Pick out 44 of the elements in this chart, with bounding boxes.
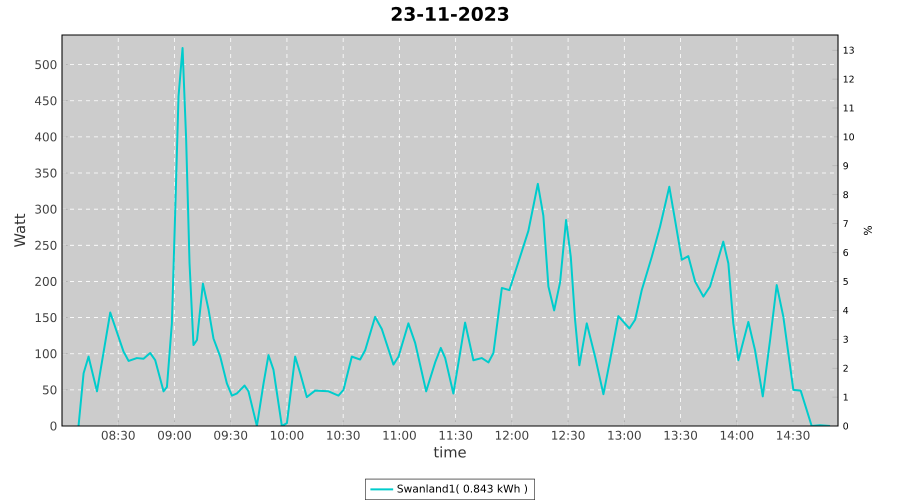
y2-tick-label: 3 — [843, 336, 848, 343]
y2-tick-label: 8 — [843, 191, 848, 198]
y2-tick-label: 7 — [844, 220, 848, 228]
legend-label: Swanland1( 0.843 kWh ) — [398, 484, 528, 494]
y2-tick-label: 10 — [844, 133, 854, 140]
y2-axis-title: % — [864, 226, 872, 235]
y2-tick-label: 5 — [843, 278, 848, 285]
y2-tick-label: 13 — [844, 46, 854, 54]
y-tick-label: 350 — [35, 168, 56, 178]
y2-tick-label: 2 — [843, 364, 848, 372]
x-tick-label: 08:30 — [102, 430, 135, 440]
x-tick-label: 09:00 — [158, 430, 191, 440]
x-tick-label: 13:00 — [608, 430, 641, 440]
x-tick-label: 10:00 — [270, 430, 304, 440]
y2-tick-label: 11 — [844, 104, 854, 112]
line-series — [78, 47, 832, 426]
y-axis-title: Watt — [14, 214, 26, 248]
x-tick-label: 11:00 — [383, 430, 416, 440]
y-tick-label: 400 — [34, 132, 56, 142]
y-tick-label: 500 — [35, 60, 56, 70]
y-tick-label: 250 — [35, 240, 56, 250]
y-tick-label: 450 — [34, 96, 56, 106]
y2-tick-label: 1 — [844, 394, 848, 400]
x-tick-label: 12:00 — [496, 430, 528, 440]
y-tick-label: 50 — [42, 385, 56, 394]
y2-tick-label: 0 — [843, 422, 848, 430]
x-axis-title: time — [434, 446, 466, 458]
y-tick-label: 100 — [36, 349, 56, 358]
y-tick-label: 0 — [50, 421, 56, 431]
x-tick-label: 14:30 — [777, 430, 810, 440]
y2-tick-label: 6 — [843, 249, 848, 256]
y-tick-label: 150 — [36, 313, 56, 322]
x-tick-label: 14:00 — [720, 430, 754, 440]
y2-tick-label: 12 — [844, 76, 854, 83]
y-tick-label: 300 — [35, 204, 56, 214]
x-tick-label: 10:30 — [327, 430, 360, 440]
y2-tick-label: 4 — [843, 306, 848, 314]
x-tick-label: 13:30 — [664, 430, 698, 440]
x-tick-label: 12:30 — [552, 430, 585, 440]
chart-title: 23-11-2023 — [392, 6, 508, 22]
y-tick-label: 200 — [35, 276, 56, 286]
x-tick-label: 09:30 — [214, 430, 248, 440]
x-tick-label: 11:30 — [440, 430, 472, 440]
y2-tick-label: 9 — [843, 162, 848, 170]
